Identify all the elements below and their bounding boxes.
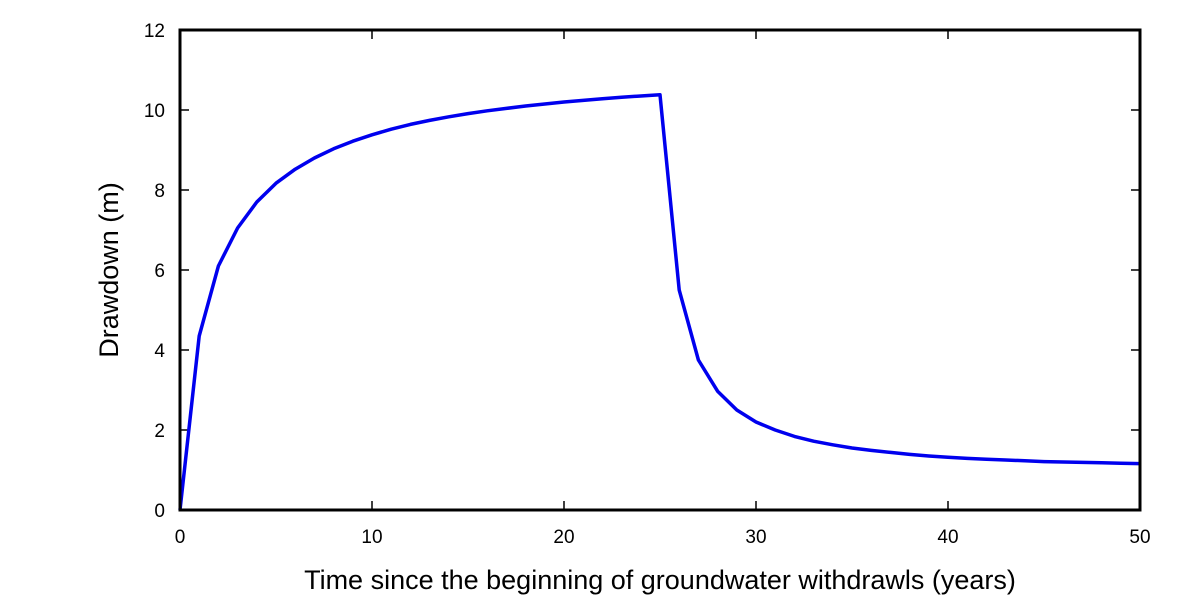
y-tick-label-3: 6 xyxy=(154,261,165,282)
plot-frame xyxy=(178,28,1142,512)
x-tick-label-0: 0 xyxy=(175,527,186,548)
x-tick-label-2: 20 xyxy=(553,527,574,548)
y-tick-label-1: 2 xyxy=(154,421,165,442)
y-axis-title: Drawdown (m) xyxy=(94,182,124,358)
y-tick-label-0: 0 xyxy=(154,501,165,522)
x-tick-label-3: 30 xyxy=(745,527,766,548)
x-axis-title: Time since the beginning of groundwater … xyxy=(304,565,1016,595)
plot-lines xyxy=(178,93,1141,511)
tick-labels: 0 10 20 30 40 50 0 2 4 6 8 10 12 xyxy=(144,21,1151,548)
y-tick-label-2: 4 xyxy=(154,341,165,362)
y-tick-label-5: 10 xyxy=(144,101,165,122)
series-line-0 xyxy=(178,93,1141,511)
y-tick-label-4: 8 xyxy=(154,181,165,202)
y-tick-label-6: 12 xyxy=(144,21,165,42)
x-tick-label-1: 10 xyxy=(361,527,382,548)
x-tick-label-4: 40 xyxy=(937,527,958,548)
x-tick-label-5: 50 xyxy=(1129,527,1150,548)
